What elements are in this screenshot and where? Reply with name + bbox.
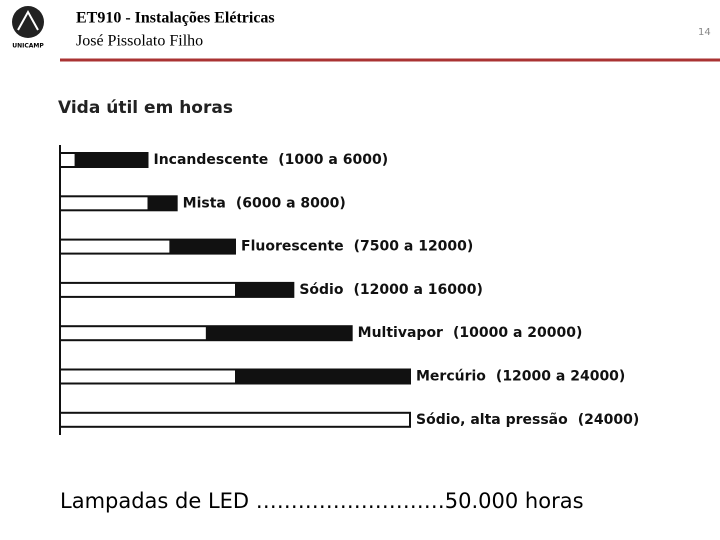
category-label: Sódio (299, 282, 344, 298)
category-label: Mercúrio (416, 369, 486, 385)
category-label: Multivapor (358, 325, 443, 341)
bar-range (147, 196, 177, 211)
value-label: (10000 a 20000) (453, 325, 582, 341)
value-label: (12000 a 24000) (496, 369, 625, 385)
bar-range (74, 153, 148, 167)
bar-range (169, 239, 235, 254)
bar-range (235, 282, 294, 297)
category-label: Sódio, alta pressão (416, 412, 568, 428)
bar-range (235, 369, 410, 384)
page-number: 14 (698, 27, 711, 38)
bar-outline (59, 411, 411, 428)
bar-range (205, 326, 352, 341)
category-label: Fluorescente (241, 239, 344, 255)
header-title: ET910 - Instalações Elétricas (76, 10, 275, 27)
value-label: (24000) (578, 412, 640, 428)
footer-note: Lampadas de LED ………………………50.000 horas (60, 489, 584, 513)
logo-text: UNICAMP (12, 43, 44, 50)
logo-detail (17, 9, 39, 31)
value-label: (7500 a 12000) (354, 239, 474, 255)
chart-title: Vida útil em horas (58, 98, 233, 118)
value-label: (12000 a 16000) (353, 282, 482, 298)
value-label: (1000 a 6000) (278, 152, 388, 168)
category-label: Mista (183, 195, 226, 211)
header-author: José Pissolato Filho (76, 33, 203, 50)
value-label: (6000 a 8000) (236, 195, 346, 211)
category-label: Incandescente (154, 152, 269, 168)
logo-mark (12, 6, 44, 38)
